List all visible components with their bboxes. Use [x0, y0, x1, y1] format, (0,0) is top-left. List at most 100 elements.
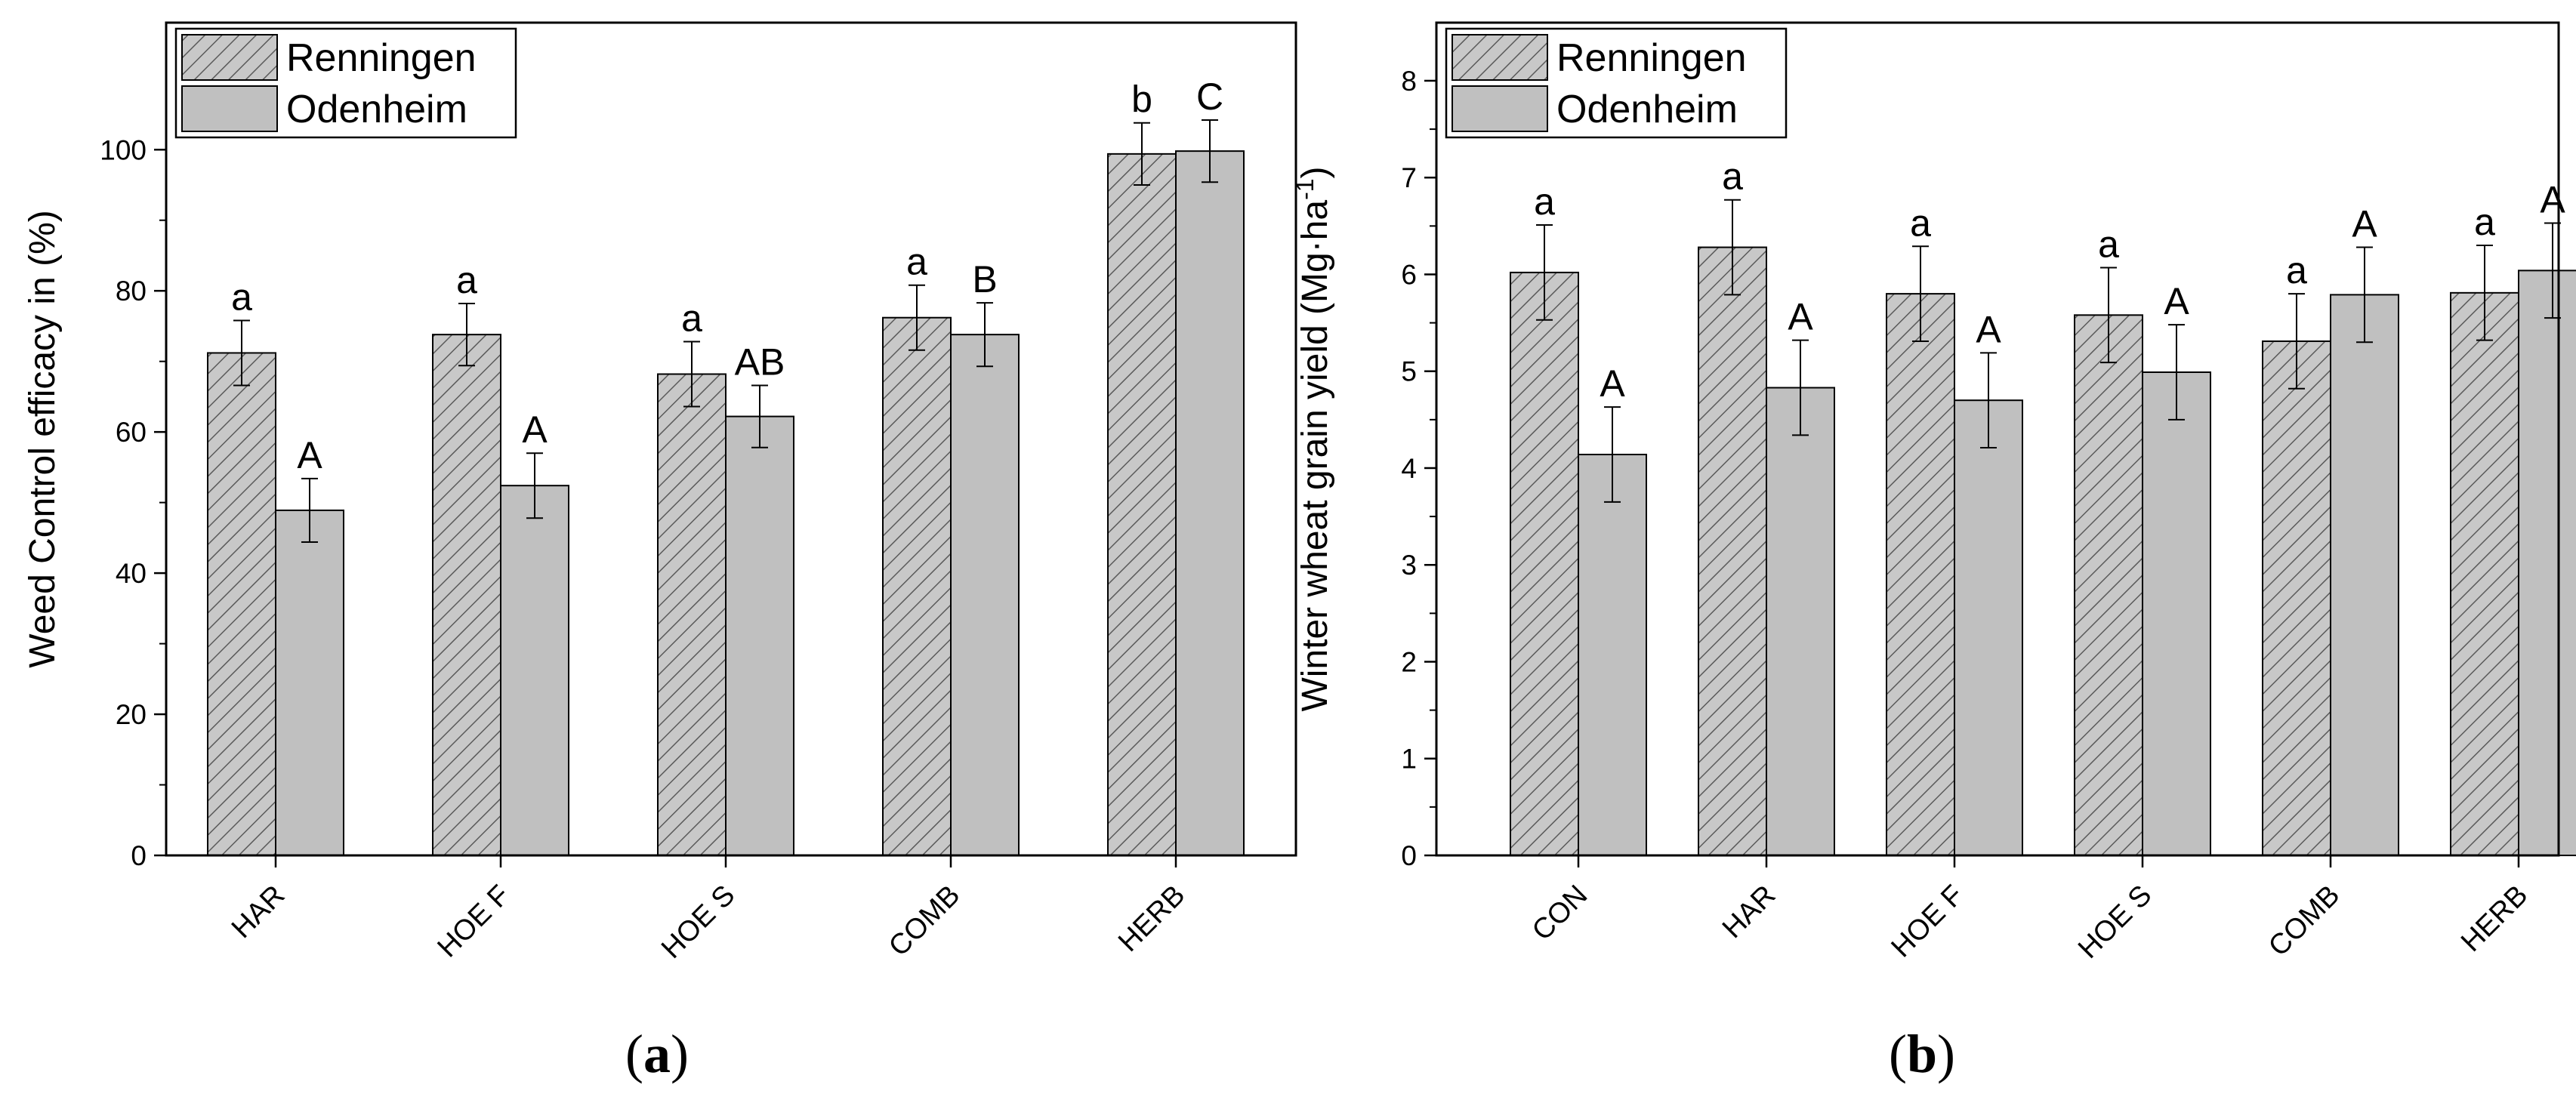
error-bar — [976, 302, 993, 368]
bar-renningen-hoe-f — [432, 334, 501, 856]
significance-letter: a — [2286, 249, 2307, 291]
error-bar — [301, 477, 318, 543]
x-tick-label: HOE F — [1886, 880, 1970, 964]
significance-letter: a — [1534, 180, 1555, 223]
y-tick-label: 0 — [1401, 840, 1417, 871]
significance-letter: A — [1788, 296, 1813, 338]
y-tick-label: 100 — [100, 134, 147, 165]
error-bar — [1604, 406, 1621, 503]
legend-label: Odenheim — [1556, 88, 1738, 131]
bar-renningen-con — [1510, 271, 1579, 856]
bar-renningen-hoe-f — [1886, 293, 1955, 856]
legend-swatch-renningen — [181, 34, 278, 81]
significance-letter: a — [1910, 202, 1931, 244]
y-axis-title-text: Winter wheat grain yield ( — [1295, 303, 1335, 712]
error-bar — [1536, 224, 1553, 321]
y-axis-title-text: Weed Control efficacy in (%) — [23, 210, 63, 667]
panel-label-letter: b — [1907, 1024, 1937, 1084]
significance-letter: a — [456, 259, 477, 301]
error-bar — [1792, 339, 1809, 436]
bar-odenheim-herb — [1175, 150, 1245, 857]
significance-letter: AB — [735, 341, 785, 383]
error-bar — [751, 384, 768, 448]
y-tick-label: 6 — [1401, 259, 1417, 290]
bar-renningen-comb — [882, 316, 952, 856]
legend: Renningen Odenheim — [174, 27, 517, 139]
panel-label: (a) — [625, 1024, 689, 1084]
y-tick-label: 60 — [116, 417, 147, 448]
bar-odenheim-hoe-s — [725, 415, 794, 856]
panel-label-open: ( — [1889, 1024, 1907, 1084]
significance-letter: A — [2540, 178, 2565, 220]
error-bar — [233, 319, 250, 387]
panel-label-close: ) — [1937, 1024, 1955, 1084]
y-tick-label: 5 — [1401, 356, 1417, 387]
significance-letter: a — [2098, 223, 2119, 265]
y-tick-label: 7 — [1401, 162, 1417, 193]
panel-label-letter: a — [643, 1024, 671, 1084]
bar-renningen-comb — [2262, 340, 2331, 857]
significance-letter: C — [1196, 75, 1223, 118]
bar-renningen-hoe-s — [657, 373, 727, 856]
significance-letter: A — [297, 434, 322, 476]
x-tick-label: HOE S — [2072, 880, 2158, 965]
error-bar — [2288, 293, 2305, 390]
bar-odenheim-con — [1578, 454, 1647, 856]
y-tick-label: 3 — [1401, 550, 1417, 581]
y-tick-label: 2 — [1401, 646, 1417, 677]
error-bar — [683, 341, 700, 408]
significance-letter: a — [2474, 201, 2495, 243]
plot-frame — [165, 21, 1297, 857]
significance-letter: A — [1976, 308, 2001, 350]
x-tick-label: COMB — [2263, 880, 2346, 963]
error-bar — [2476, 244, 2493, 341]
chart-panel-a: a A HAR a A HOE F a AB HOE S a B COMB b C HERB 0 20 40 60 8… — [23, 21, 1297, 1084]
significance-letter: A — [2352, 203, 2377, 245]
y-tick-label: 0 — [131, 840, 147, 871]
legend-label: Renningen — [286, 36, 477, 80]
bar-renningen-har — [207, 352, 276, 857]
x-tick-label: HAR — [226, 880, 291, 944]
error-bar — [1134, 122, 1150, 186]
bar-odenheim-har — [275, 509, 344, 856]
error-bar — [1912, 245, 1929, 342]
error-bar — [1724, 199, 1741, 296]
x-tick-label: COMB — [883, 880, 966, 963]
significance-letter: B — [972, 258, 997, 300]
x-tick-label: CON — [1526, 880, 1593, 947]
significance-letter: A — [2164, 280, 2189, 322]
bar-odenheim-herb — [2518, 270, 2576, 856]
panel-label: (b) — [1889, 1024, 1955, 1084]
y-axis-title: Winter wheat grain yield (Mg·ha-1) — [1291, 166, 1335, 711]
legend-swatch-odenheim — [1452, 85, 1548, 132]
bar-odenheim-hoe-f — [500, 485, 569, 857]
bar-renningen-hoe-s — [2074, 314, 2143, 856]
error-bar — [909, 284, 925, 351]
bar-odenheim-har — [1766, 387, 1835, 856]
error-bar — [2168, 324, 2185, 421]
significance-letter: a — [1722, 156, 1743, 198]
y-tick-label: 1 — [1401, 744, 1417, 775]
error-bar — [1202, 119, 1218, 183]
y-tick-label: 20 — [116, 699, 147, 730]
legend-label: Renningen — [1556, 36, 1747, 80]
bar-odenheim-comb — [2330, 294, 2399, 856]
significance-letter: A — [1600, 362, 1625, 405]
error-bar — [2100, 267, 2117, 364]
x-tick-label: HERB — [2455, 880, 2534, 958]
x-tick-label: HERB — [1112, 880, 1191, 958]
significance-letter: a — [231, 276, 252, 318]
y-axis-title: Weed Control efficacy in (%) — [23, 210, 63, 667]
bar-renningen-har — [1698, 246, 1767, 857]
error-bar — [526, 452, 543, 519]
y-tick-label: 40 — [116, 558, 147, 589]
bar-odenheim-hoe-f — [1954, 399, 2023, 856]
plot-frame — [1435, 21, 2560, 857]
error-bar — [1980, 352, 1997, 449]
bar-odenheim-hoe-s — [2142, 371, 2211, 856]
x-tick-label: HOE F — [432, 880, 517, 964]
legend-swatch-odenheim — [181, 85, 278, 132]
y-tick-label: 8 — [1401, 66, 1417, 97]
y-axis-unit-close: ) — [1295, 166, 1335, 178]
